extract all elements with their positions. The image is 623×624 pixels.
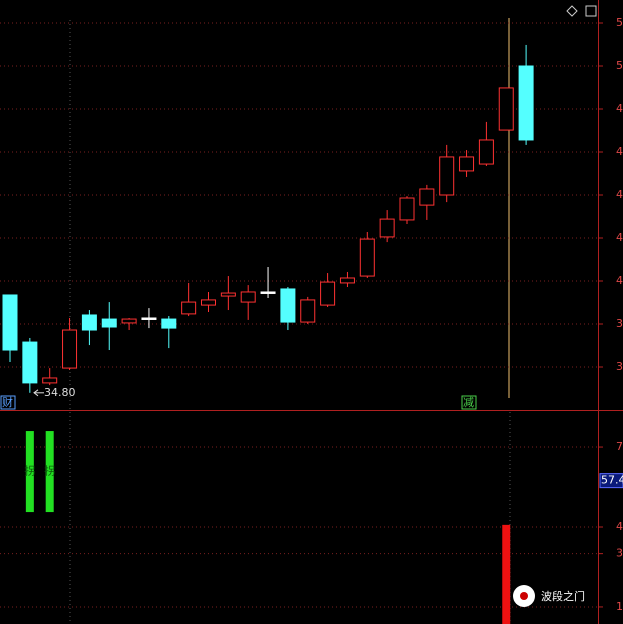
candle-body	[439, 156, 455, 196]
y-tick-label: 5	[616, 59, 623, 72]
watermark: 波段之门	[541, 589, 585, 603]
candle-body	[240, 291, 256, 303]
indicator-bar	[25, 431, 34, 513]
y-tick-label: 4	[616, 520, 623, 533]
candle-body	[42, 377, 58, 384]
y-tick-label: 7	[616, 440, 623, 453]
candle-body	[498, 87, 514, 131]
icon-window[interactable]	[585, 5, 597, 17]
candle-body	[2, 294, 18, 351]
bar-label: 拐	[44, 464, 55, 478]
candle-body	[359, 238, 375, 277]
annotation-label: 34.80	[44, 386, 76, 399]
y-tick-label: 3	[616, 547, 623, 560]
candle-body	[201, 299, 216, 306]
y-tick-label: 3	[616, 360, 623, 373]
marker-box	[461, 395, 477, 410]
y-tick-label: 4	[616, 274, 623, 287]
candle-body	[300, 299, 316, 323]
candle-body	[459, 156, 475, 172]
last-value-box	[599, 473, 623, 489]
candle-body	[260, 291, 276, 294]
candle-body	[220, 292, 236, 297]
marker-label: 财	[2, 395, 13, 409]
marker-label: 减	[463, 396, 474, 409]
candle-body	[181, 301, 197, 315]
y-tick-label: 3	[616, 317, 623, 330]
candle-body	[22, 341, 38, 384]
candle-body	[62, 329, 78, 369]
indicator-bar	[502, 524, 511, 624]
marker-box	[0, 395, 16, 410]
candle-body	[280, 288, 296, 323]
annotation-arrowhead	[33, 389, 39, 397]
candle-body	[121, 318, 137, 324]
y-tick-label: 4	[616, 188, 623, 201]
candle-body	[161, 318, 177, 329]
candle-body	[478, 139, 494, 165]
y-tick-label: 4	[616, 231, 623, 244]
bar-label: 拐	[24, 464, 35, 478]
candle-body	[399, 197, 415, 221]
candle-body	[379, 218, 395, 238]
y-tick-label: 5	[616, 16, 623, 29]
candle-body	[141, 317, 157, 320]
indicator-bar	[45, 431, 54, 513]
candle-body	[419, 188, 435, 206]
y-tick-label: 4	[616, 145, 623, 158]
candle-body	[81, 314, 97, 331]
last-value-label: 57.4	[601, 474, 623, 487]
y-tick-label: 1	[616, 600, 623, 613]
icon-diamond[interactable]	[566, 5, 578, 17]
watermark-icon-dot	[520, 592, 528, 600]
candle-body	[101, 318, 117, 328]
candle-body	[518, 65, 534, 141]
candle-body	[339, 277, 355, 284]
candle-body	[320, 281, 336, 306]
y-tick-label: 4	[616, 102, 623, 115]
